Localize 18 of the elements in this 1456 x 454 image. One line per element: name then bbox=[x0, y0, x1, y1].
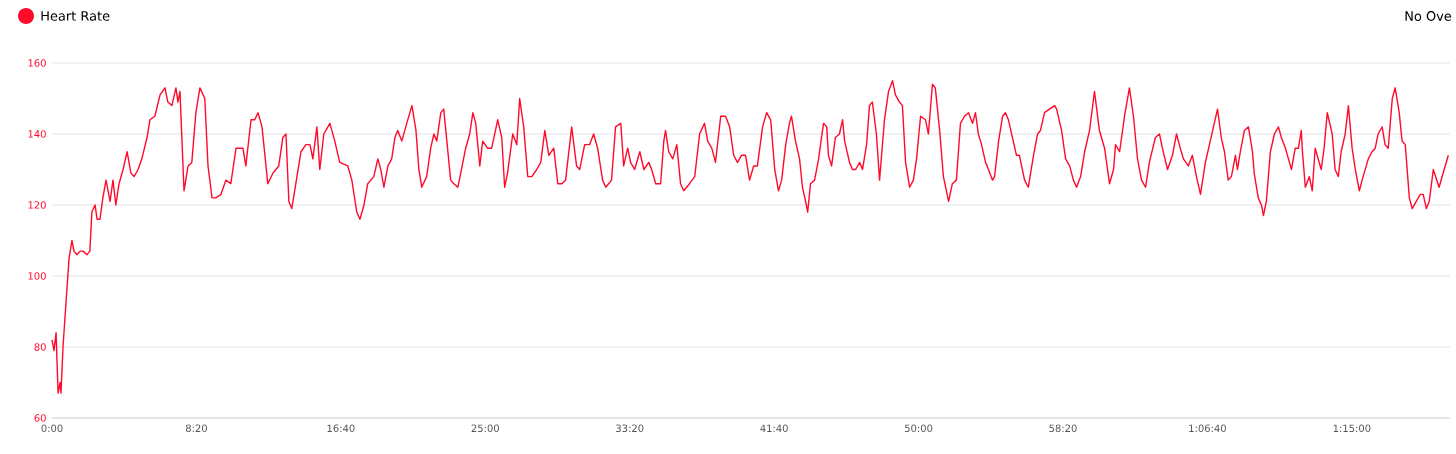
x-tick-label: 8:20 bbox=[185, 424, 207, 433]
y-tick-label: 160 bbox=[28, 59, 46, 67]
x-tick-label: 16:40 bbox=[327, 424, 355, 433]
y-tick-label: 80 bbox=[34, 343, 46, 351]
x-tick-label: 50:00 bbox=[904, 424, 933, 433]
x-tick-label: 1:15:00 bbox=[1333, 424, 1371, 433]
y-tick-label: 60 bbox=[34, 414, 46, 422]
x-tick-label: 33:20 bbox=[616, 424, 644, 433]
x-tick-label: 41:40 bbox=[760, 424, 788, 433]
text: No Ove bbox=[1405, 11, 1452, 21]
y-tick-label: 140 bbox=[28, 130, 46, 138]
y-tick-label: 100 bbox=[28, 272, 46, 280]
x-tick-label: 58:20 bbox=[1049, 424, 1077, 433]
x-tick-label: 0:00 bbox=[41, 424, 63, 433]
x-tick-label: 1:06:40 bbox=[1189, 424, 1226, 433]
x-tick-label: 25:00 bbox=[471, 424, 499, 433]
y-tick-label: 120 bbox=[28, 201, 46, 209]
legend-label: Heart Rate bbox=[41, 11, 110, 21]
